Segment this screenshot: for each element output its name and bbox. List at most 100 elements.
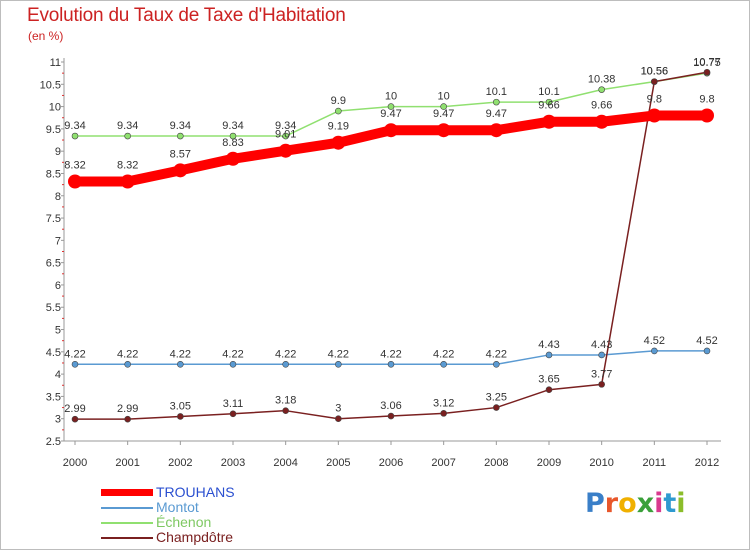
y-tick-label: 3.5 <box>46 391 61 403</box>
data-point <box>545 98 553 106</box>
x-tick-label: 2003 <box>221 457 245 469</box>
x-tick-label: 2012 <box>695 457 719 469</box>
data-point <box>331 135 346 150</box>
data-point <box>703 347 711 355</box>
data-label: 4.52 <box>644 335 665 347</box>
data-label: 4.43 <box>538 339 559 351</box>
logo-letter: i <box>654 488 664 519</box>
data-point <box>703 68 711 76</box>
y-tick-label: 9.5 <box>46 124 61 136</box>
data-label: 3.25 <box>486 392 507 404</box>
data-label: 4.22 <box>328 348 349 360</box>
y-tick-label: 10 <box>49 102 61 114</box>
y-tick-label: 9 <box>55 146 61 158</box>
data-label: 10.1 <box>486 86 507 98</box>
y-tick-label: 7 <box>55 235 61 247</box>
data-label: 8.32 <box>64 159 85 171</box>
legend-label-montot: Montot <box>156 499 199 515</box>
chart-unit: (en %) <box>28 29 64 43</box>
data-point <box>545 386 553 394</box>
data-label: 8.32 <box>117 159 138 171</box>
x-tick-label: 2010 <box>589 457 613 469</box>
data-label: 4.22 <box>64 348 85 360</box>
data-point <box>545 351 553 359</box>
data-point <box>124 361 131 368</box>
data-labels: 9.34 9.34 9.34 9.34 9.34 9.9 10 10 10.1 10.1 10.38… <box>64 56 720 415</box>
y-tick-label: 10.5 <box>40 79 61 91</box>
data-point <box>440 410 447 417</box>
data-label: 4.22 <box>170 348 191 360</box>
chart-title: Evolution du Taux de Taxe d'Habitation <box>27 5 346 26</box>
data-label: 4.43 <box>591 339 612 351</box>
x-tick-label: 2004 <box>273 457 297 469</box>
data-label: 9.47 <box>380 108 401 120</box>
data-point <box>226 151 240 166</box>
data-point <box>493 98 500 106</box>
y-tick-label: 8 <box>55 191 61 203</box>
data-label: 3.12 <box>433 397 454 409</box>
logo-letter: o <box>618 488 637 519</box>
data-point <box>229 410 237 418</box>
data-point <box>335 361 342 368</box>
data-label: 10 <box>385 91 397 103</box>
data-point <box>71 132 79 140</box>
y-tick-label: 11 <box>50 57 61 69</box>
data-point <box>335 415 342 423</box>
data-label: 10.56 <box>641 66 669 78</box>
data-point <box>282 132 289 140</box>
data-point <box>335 107 342 115</box>
data-label: 9.34 <box>275 120 296 132</box>
y-tick-label: 7.5 <box>46 213 61 225</box>
data-label: 9.19 <box>328 121 349 133</box>
logo-letter: i <box>676 488 686 519</box>
x-tick-label: 2005 <box>326 457 350 469</box>
data-label: 4.22 <box>222 348 243 360</box>
data-point <box>598 86 605 93</box>
data-point <box>120 174 135 189</box>
data-point <box>647 108 662 123</box>
data-label: 3.11 <box>223 398 244 410</box>
logo-letter: t <box>663 488 677 519</box>
data-point <box>71 361 79 368</box>
x-tick-label: 2006 <box>379 457 403 469</box>
data-point <box>436 123 451 138</box>
data-point <box>282 361 289 368</box>
data-point <box>440 361 447 368</box>
data-point <box>598 381 605 388</box>
data-label: 9.34 <box>117 120 138 132</box>
data-point <box>177 361 184 368</box>
logo-letter: r <box>604 488 619 519</box>
data-point <box>124 132 131 140</box>
data-label: 10.56 <box>641 66 669 78</box>
legend-label-echenon: Échenon <box>156 514 212 530</box>
data-label: 3.18 <box>275 395 296 407</box>
x-tick-label: 2009 <box>537 457 561 469</box>
series-points <box>68 68 714 423</box>
legend-swatch-champdotre <box>101 537 153 539</box>
data-point <box>278 143 293 158</box>
data-label: 9.66 <box>538 100 559 112</box>
data-label: 3 <box>335 403 341 415</box>
data-point <box>700 108 714 123</box>
data-label: 9.66 <box>591 100 612 112</box>
data-label: 4.22 <box>380 348 401 360</box>
data-label: 4.52 <box>696 335 717 347</box>
data-point <box>282 407 289 414</box>
data-label: 10 <box>438 91 450 103</box>
axes: 2.5 3 3.5 4 4.5 5 5.5 6 6.5 7 7.5 8 8.5 9 9.5 10 10.5 11 2… <box>40 57 721 469</box>
data-point <box>387 103 395 110</box>
data-point <box>542 114 556 129</box>
data-label: 9.34 <box>64 120 85 132</box>
data-label: 9.01 <box>275 129 296 141</box>
y-tick-label: 5.5 <box>46 302 61 314</box>
data-label: 8.83 <box>222 137 243 149</box>
data-label: 8.57 <box>170 148 191 160</box>
logo-letter: P <box>585 488 605 519</box>
data-label: 3.77 <box>591 368 612 380</box>
data-label: 10.1 <box>538 86 559 98</box>
y-tick-label: 6 <box>55 280 61 292</box>
data-label: 9.34 <box>170 120 191 132</box>
data-point <box>71 415 79 423</box>
